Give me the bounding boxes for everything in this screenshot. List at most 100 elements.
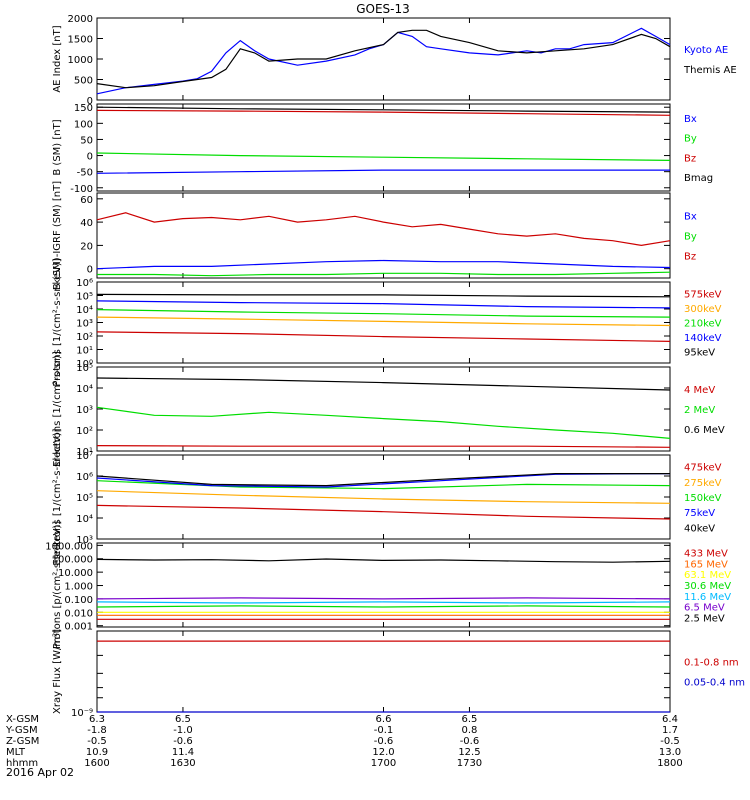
ephemeris-value: 6.5	[175, 714, 191, 725]
y-axis-label: Xray Flux [W/m²]	[52, 629, 63, 714]
y-tick-label: 60	[80, 195, 93, 206]
panel-5: 10¹ 10² 10³ 10⁴ 10⁵ Electrons [1/(cm²-s-sr)] 4…	[52, 351, 725, 467]
y-tick-label: 10³	[76, 405, 93, 416]
y-tick-label: 10⁶	[76, 472, 93, 483]
series-line	[96, 169, 670, 174]
series-line	[96, 605, 671, 608]
legend-label: 11.6 MeV	[684, 592, 731, 603]
legend-label: 6.5 MeV	[684, 603, 725, 614]
series-line	[97, 271, 671, 277]
y-tick-label: 0.010	[64, 608, 93, 619]
panel-1: 0 500 1000 1500 2000 AE Index [nT] Kyoto AE The…	[52, 14, 737, 107]
y-tick-label: 10¹	[76, 447, 93, 458]
y-axis-label: Electrons [1/(cm²-s-sr-keV)]	[52, 428, 63, 565]
legend-label: 475keV	[684, 463, 722, 474]
legend-label: 0.1-0.8 nm	[684, 658, 739, 669]
y-tick-label: 1.000	[64, 582, 93, 593]
ephemeris-value: 1.7	[662, 725, 678, 736]
y-tick-label: 2000	[68, 14, 93, 25]
y-tick-label: 1000.000	[45, 541, 93, 552]
legend-label: Bz	[684, 153, 696, 164]
y-axis-label: B (SM)-IGRF (SM) [nT]	[52, 181, 63, 290]
panel-frame	[96, 103, 671, 192]
legend-label: 140keV	[684, 333, 722, 344]
panel-frame	[96, 17, 671, 101]
legend-label: 2.5 MeV	[684, 614, 725, 625]
panel-8: 10⁻⁹ Xray Flux [W/m²] 0.1-0.8 nm 0.05-0.4 n…	[52, 629, 745, 719]
ephemeris-value: 10.9	[86, 747, 108, 758]
ephemeris-value: 1630	[170, 758, 195, 769]
y-axis-label: B (SM) [nT]	[52, 119, 63, 175]
series-line	[96, 106, 671, 113]
ephemeris-value: -0.6	[173, 736, 193, 747]
y-axis-label: Protons [1/(cm²-s-sr-keV)]	[52, 258, 63, 386]
series-line	[96, 293, 671, 298]
ephemeris-value: 0.8	[461, 725, 477, 736]
y-tick-label: 0	[87, 152, 93, 163]
series-line	[96, 300, 671, 309]
series-line	[96, 473, 670, 487]
legend-label: 75keV	[684, 508, 715, 519]
y-tick-label: 1000	[68, 55, 93, 66]
y-axis-label: Protons [p/(cm²-s-sr-keV)]	[52, 521, 63, 649]
ephemeris-value: 6.3	[89, 714, 105, 725]
ephemeris-row-label: hhmm	[6, 758, 38, 769]
y-tick-label: 100	[74, 119, 93, 130]
legend-label: 63.1 MeV	[684, 570, 731, 581]
panel-frame	[96, 366, 671, 452]
y-tick-label: 500	[74, 76, 93, 87]
legend-label: Bx	[684, 114, 697, 125]
ephemeris-value: -0.5	[87, 736, 107, 747]
legend-label: 0.05-0.4 nm	[684, 678, 745, 689]
legend-label: 165 MeV	[684, 559, 728, 570]
legend-label: 433 MeV	[684, 548, 728, 559]
panel-frame	[96, 630, 671, 713]
series-line	[96, 27, 671, 95]
legend-label: 210keV	[684, 319, 722, 330]
y-tick-label: 10⁴	[76, 305, 93, 316]
legend-label: Bz	[684, 252, 696, 263]
panel-6: 10³ 10⁴ 10⁵ 10⁶ 10⁷ Electrons [1/(cm²-s-sr-ke…	[52, 428, 722, 565]
ephemeris-value: 1700	[371, 758, 396, 769]
ephemeris-value: -0.6	[374, 736, 394, 747]
y-tick-label: 100.000	[52, 555, 93, 566]
y-tick-label: 10³	[76, 319, 93, 330]
series-line	[96, 601, 671, 604]
y-tick-label: 10²	[76, 332, 93, 343]
y-tick-label: 150	[74, 103, 93, 114]
y-tick-label: 50	[80, 135, 93, 146]
y-axis-label: AE Index [nT]	[52, 25, 63, 92]
y-tick-label: 10⁵	[76, 493, 93, 504]
y-tick-label: 10⁰	[76, 359, 93, 370]
ephemeris-value: 11.4	[172, 747, 194, 758]
legend-label: Kyoto AE	[684, 45, 728, 56]
series-line	[96, 490, 671, 504]
y-tick-label: -50	[77, 168, 93, 179]
ephemeris-table: X-GSM 6.3 6.5 6.6 6.5 6.4 Y-GSM -1.8 -1.0 -0.1 0.8…	[5, 714, 683, 769]
legend-label: 30.6 MeV	[684, 581, 731, 592]
legend-label: By	[684, 232, 697, 243]
panel-frame	[96, 454, 671, 540]
ephemeris-row-label: MLT	[6, 747, 26, 758]
series-line	[96, 406, 671, 439]
ephemeris-value: 1600	[84, 758, 109, 769]
y-tick-label: 10⁶	[76, 278, 93, 289]
series-line	[96, 309, 671, 318]
y-tick-label: 20	[80, 241, 93, 252]
y-tick-label: 0.100	[64, 595, 93, 606]
panel-2: -100 -50 0 50 100 150 B (SM) [nT] Bx By Bz Bmag	[52, 103, 713, 195]
legend-label: Bx	[684, 212, 697, 223]
legend-label: 40keV	[684, 523, 715, 534]
series-line	[96, 504, 671, 520]
ephemeris-value: 6.4	[662, 714, 678, 725]
ephemeris-row-label: X-GSM	[6, 714, 39, 725]
panel-4: 10⁰ 10¹ 10² 10³ 10⁴ 10⁵ 10⁶ Protons [1/(cm²-s-s…	[52, 258, 722, 386]
y-tick-label: 10⁵	[76, 292, 93, 303]
legend-label: 300keV	[684, 304, 722, 315]
y-tick-label: 10⁷	[76, 451, 93, 462]
legend-label: Themis AE	[683, 65, 737, 76]
y-tick-label: 10¹	[76, 346, 93, 357]
ephemeris-value: 6.5	[461, 714, 477, 725]
